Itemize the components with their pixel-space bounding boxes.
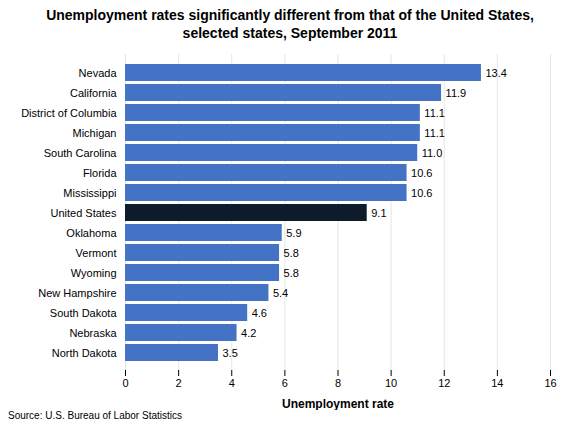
svg-text:13.4: 13.4 — [485, 67, 506, 79]
svg-text:Oklahoma: Oklahoma — [66, 227, 117, 239]
svg-text:6: 6 — [282, 378, 288, 390]
svg-text:New Hampshire: New Hampshire — [38, 287, 116, 299]
svg-text:11.9: 11.9 — [446, 87, 467, 99]
svg-text:South Dakota: South Dakota — [50, 307, 118, 319]
svg-text:California: California — [70, 87, 117, 99]
svg-text:Florida: Florida — [83, 167, 118, 179]
svg-text:10: 10 — [385, 378, 397, 390]
svg-text:Nebraska: Nebraska — [69, 327, 117, 339]
svg-text:5.8: 5.8 — [284, 247, 299, 259]
svg-text:South Carolina: South Carolina — [44, 147, 118, 159]
svg-text:12: 12 — [438, 378, 450, 390]
svg-text:8: 8 — [335, 378, 341, 390]
html-text:Source: U.S. Bureau of Labor S: Source: U.S. Bureau of Labor Statistics — [8, 410, 182, 422]
svg-text:Unemployment rate: Unemployment rate — [282, 397, 394, 411]
svg-text:10.6: 10.6 — [411, 167, 432, 179]
svg-text:10.6: 10.6 — [411, 187, 432, 199]
svg-text:4.2: 4.2 — [241, 327, 256, 339]
html-text:Unemployment rates significant: Unemployment rates significantly differe… — [46, 7, 534, 42]
svg-text:16: 16 — [544, 378, 556, 390]
svg-text:4: 4 — [229, 378, 235, 390]
svg-text:North Dakota: North Dakota — [52, 347, 118, 359]
svg-text:5.8: 5.8 — [284, 267, 299, 279]
svg-text:Wyoming: Wyoming — [71, 267, 117, 279]
svg-text:2: 2 — [176, 378, 182, 390]
svg-text:District of Columbia: District of Columbia — [21, 107, 117, 119]
svg-text:9.1: 9.1 — [371, 207, 386, 219]
svg-text:4.6: 4.6 — [252, 307, 267, 319]
svg-text:3.5: 3.5 — [222, 347, 237, 359]
svg-text:11.1: 11.1 — [424, 127, 445, 139]
svg-text:Nevada: Nevada — [79, 67, 118, 79]
svg-text:Mississippi: Mississippi — [63, 187, 116, 199]
svg-text:14: 14 — [491, 378, 503, 390]
svg-text:5.9: 5.9 — [286, 227, 301, 239]
svg-text:United States: United States — [50, 207, 117, 219]
svg-text:11.1: 11.1 — [424, 107, 445, 119]
svg-text:5.4: 5.4 — [273, 287, 288, 299]
svg-text:11.0: 11.0 — [422, 147, 443, 159]
svg-text:0: 0 — [122, 378, 128, 390]
svg-text:Michigan: Michigan — [72, 127, 116, 139]
svg-text:Vermont: Vermont — [76, 247, 117, 259]
